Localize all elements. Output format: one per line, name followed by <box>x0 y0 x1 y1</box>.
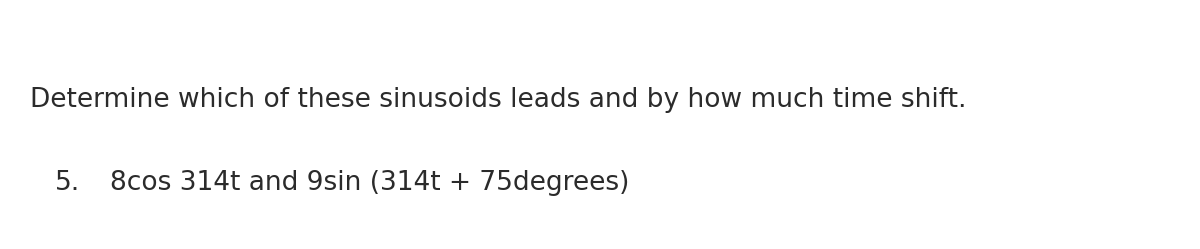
Text: 8cos 314t and 9sin (314t + 75degrees): 8cos 314t and 9sin (314t + 75degrees) <box>110 170 629 196</box>
Text: Determine which of these sinusoids leads and by how much time shift.: Determine which of these sinusoids leads… <box>30 87 966 113</box>
Text: 5.: 5. <box>55 170 80 196</box>
